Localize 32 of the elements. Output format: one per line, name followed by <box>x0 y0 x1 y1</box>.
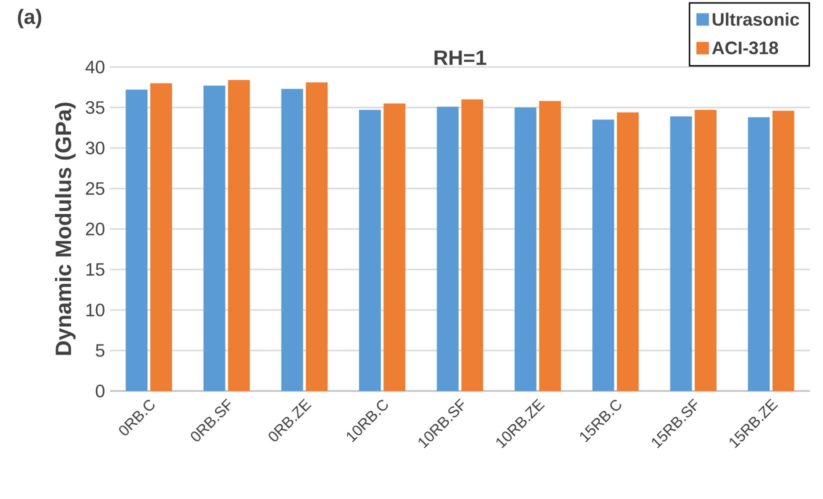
y-tick-label: 10 <box>86 304 104 316</box>
text: (a) <box>18 8 42 28</box>
y-tick-label: 25 <box>86 182 104 195</box>
y-tick-label: 30 <box>86 142 104 154</box>
bar <box>592 120 614 391</box>
y-axis-title: Dynamic Modulus (GPa) <box>54 102 76 355</box>
bar <box>204 86 226 391</box>
bar <box>539 101 561 391</box>
bar <box>384 103 406 391</box>
bar <box>228 80 250 391</box>
bar <box>461 99 484 391</box>
bar <box>150 83 172 391</box>
bar <box>748 117 770 391</box>
bar <box>126 90 148 391</box>
y-tick-label: 35 <box>86 101 104 114</box>
bar <box>281 88 304 391</box>
bar <box>359 110 381 391</box>
bar <box>616 112 639 391</box>
chart-title: RH=1 <box>434 50 486 65</box>
bar <box>436 106 459 391</box>
bar <box>772 110 794 391</box>
legend-label: Ultrasonic <box>712 12 800 26</box>
y-tick-label: 20 <box>86 222 104 236</box>
y-tick-label: 5 <box>96 344 104 357</box>
y-tick-label: 15 <box>86 263 104 276</box>
y-tick-label: 0 <box>96 384 104 398</box>
bar <box>670 116 692 391</box>
bar <box>306 82 328 391</box>
y-tick-label: 40 <box>86 60 104 74</box>
bar <box>694 110 716 391</box>
bar <box>514 108 536 391</box>
legend-label: ACI-318 <box>712 42 778 54</box>
